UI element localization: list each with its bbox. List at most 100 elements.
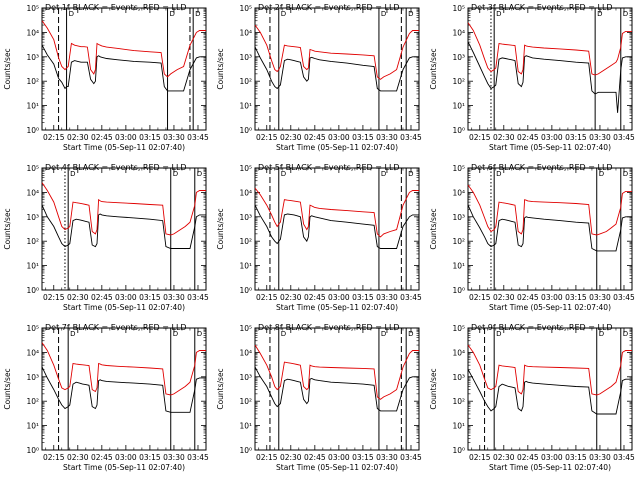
x-tick-label: 03:15 bbox=[139, 453, 161, 462]
marker-letter: D bbox=[173, 330, 178, 338]
x-tick-label: 02:45 bbox=[304, 133, 326, 142]
marker-letter: D bbox=[70, 170, 75, 178]
panel-title-detector: Det 5f bbox=[258, 163, 283, 172]
y-tick-label: 10² bbox=[452, 77, 465, 86]
x-tick-label: 03:00 bbox=[328, 293, 350, 302]
marker-letter: D bbox=[496, 10, 501, 18]
lld-series-line bbox=[254, 187, 419, 238]
y-tick-label: 10² bbox=[26, 237, 39, 246]
panel-title: Det 3f BLACK = Events, RED = LLD bbox=[471, 3, 613, 12]
events-series-line bbox=[41, 366, 206, 413]
x-tick-label: 02:30 bbox=[280, 133, 302, 142]
y-tick-label: 10² bbox=[26, 77, 39, 86]
x-tick-label: 02:30 bbox=[67, 133, 89, 142]
detector-panel: 10⁰ 10¹ 10² 10³ 10⁴ 10⁵ 02:15 02:30 02:45 03:00 03… bbox=[213, 160, 426, 320]
lld-series-line bbox=[254, 344, 419, 400]
x-tick-label: 02:45 bbox=[517, 453, 539, 462]
x-tick-label: 02:15 bbox=[256, 453, 278, 462]
events-series-line bbox=[254, 366, 419, 412]
y-tick-label: 10⁴ bbox=[452, 28, 465, 37]
y-tick-label: 10⁵ bbox=[239, 4, 252, 13]
panel-title-detector: Det 2f bbox=[258, 3, 283, 12]
x-tick-label: 02:15 bbox=[256, 293, 278, 302]
panel-title-note: BLACK = Events, RED = LLD bbox=[286, 3, 400, 12]
x-axis-label: Start Time (05-Sep-11 02:07:40) bbox=[276, 143, 398, 152]
x-tick-label: 02:45 bbox=[304, 453, 326, 462]
marker-letter: D bbox=[623, 330, 628, 338]
x-axis-label: Start Time (05-Sep-11 02:07:40) bbox=[276, 303, 398, 312]
marker-letter: D bbox=[623, 10, 628, 18]
events-series-line bbox=[254, 46, 419, 92]
panel-title-note: BLACK = Events, RED = LLD bbox=[286, 163, 400, 172]
panel-title-detector: Det 8f bbox=[258, 323, 283, 332]
panel-title-note: BLACK = Events, RED = LLD bbox=[73, 323, 187, 332]
x-tick-label: 03:30 bbox=[589, 133, 611, 142]
marker-letter: D bbox=[281, 10, 286, 18]
panel-title-detector: Det 1f bbox=[45, 3, 70, 12]
x-axis-label: Start Time (05-Sep-11 02:07:40) bbox=[489, 303, 611, 312]
y-tick-label: 10² bbox=[239, 237, 252, 246]
x-tick-label: 02:15 bbox=[43, 453, 65, 462]
x-tick-label: 02:15 bbox=[469, 133, 491, 142]
x-tick-label: 02:45 bbox=[91, 453, 113, 462]
x-tick-label: 03:30 bbox=[163, 293, 185, 302]
y-tick-label: 10¹ bbox=[26, 262, 39, 271]
events-series-line bbox=[41, 205, 206, 249]
events-series-line bbox=[41, 44, 206, 92]
panel-title: Det 2f BLACK = Events, RED = LLD bbox=[258, 3, 400, 12]
y-tick-label: 10³ bbox=[239, 373, 252, 382]
events-series-line bbox=[467, 369, 632, 415]
y-tick-label: 10⁵ bbox=[452, 4, 465, 13]
y-tick-label: 10⁰ bbox=[239, 286, 252, 295]
x-axis-label: Start Time (05-Sep-11 02:07:40) bbox=[276, 463, 398, 472]
panel-title: Det 9f BLACK = Events, RED = LLD bbox=[471, 323, 613, 332]
lld-series-line bbox=[467, 184, 632, 236]
lld-series-line bbox=[41, 342, 206, 396]
x-tick-label: 03:30 bbox=[376, 133, 398, 142]
y-tick-label: 10³ bbox=[452, 213, 465, 222]
x-tick-label: 03:45 bbox=[613, 293, 635, 302]
detector-panel: 10⁰ 10¹ 10² 10³ 10⁴ 10⁵ 02:15 02:30 02:45 03:00 03… bbox=[426, 160, 639, 320]
y-tick-label: 10⁵ bbox=[26, 164, 39, 173]
x-tick-label: 02:30 bbox=[67, 293, 89, 302]
marker-letter: D bbox=[381, 330, 386, 338]
x-tick-label: 03:45 bbox=[613, 133, 635, 142]
marker-letter: D bbox=[281, 170, 286, 178]
panel-title-detector: Det 3f bbox=[471, 3, 496, 12]
x-axis-label: Start Time (05-Sep-11 02:07:40) bbox=[63, 463, 185, 472]
y-tick-label: 10⁵ bbox=[452, 324, 465, 333]
marker-letter: D bbox=[170, 10, 175, 18]
x-tick-label: 03:15 bbox=[139, 133, 161, 142]
detector-panel: 10⁰ 10¹ 10² 10³ 10⁴ 10⁵ 02:15 02:30 02:45 03:00 03… bbox=[426, 320, 639, 480]
y-tick-label: 10⁰ bbox=[239, 446, 252, 455]
y-tick-label: 10⁰ bbox=[26, 126, 39, 135]
plot-frame bbox=[41, 327, 207, 451]
x-tick-label: 03:15 bbox=[565, 133, 587, 142]
y-tick-label: 10¹ bbox=[26, 422, 39, 431]
x-tick-label: 03:15 bbox=[565, 453, 587, 462]
marker-letter: D bbox=[173, 170, 178, 178]
panel-title-note: BLACK = Events, RED = LLD bbox=[73, 3, 187, 12]
events-series-line bbox=[467, 205, 632, 252]
x-tick-label: 03:00 bbox=[541, 293, 563, 302]
x-tick-label: 03:15 bbox=[352, 293, 374, 302]
y-tick-label: 10¹ bbox=[239, 102, 252, 111]
x-tick-label: 02:45 bbox=[517, 293, 539, 302]
x-axis-label: Start Time (05-Sep-11 02:07:40) bbox=[489, 463, 611, 472]
y-axis-label: Counts/sec bbox=[216, 368, 225, 409]
marker-letter: D bbox=[496, 330, 501, 338]
x-tick-label: 03:45 bbox=[400, 133, 422, 142]
x-tick-label: 03:15 bbox=[565, 293, 587, 302]
panel-title: Det 6f BLACK = Events, RED = LLD bbox=[471, 163, 613, 172]
y-tick-label: 10³ bbox=[26, 213, 39, 222]
x-tick-label: 03:00 bbox=[541, 133, 563, 142]
y-axis-label: Counts/sec bbox=[429, 368, 438, 409]
y-tick-label: 10⁵ bbox=[452, 164, 465, 173]
x-tick-label: 03:00 bbox=[541, 453, 563, 462]
marker-letter: D bbox=[599, 170, 604, 178]
x-tick-label: 03:15 bbox=[352, 453, 374, 462]
